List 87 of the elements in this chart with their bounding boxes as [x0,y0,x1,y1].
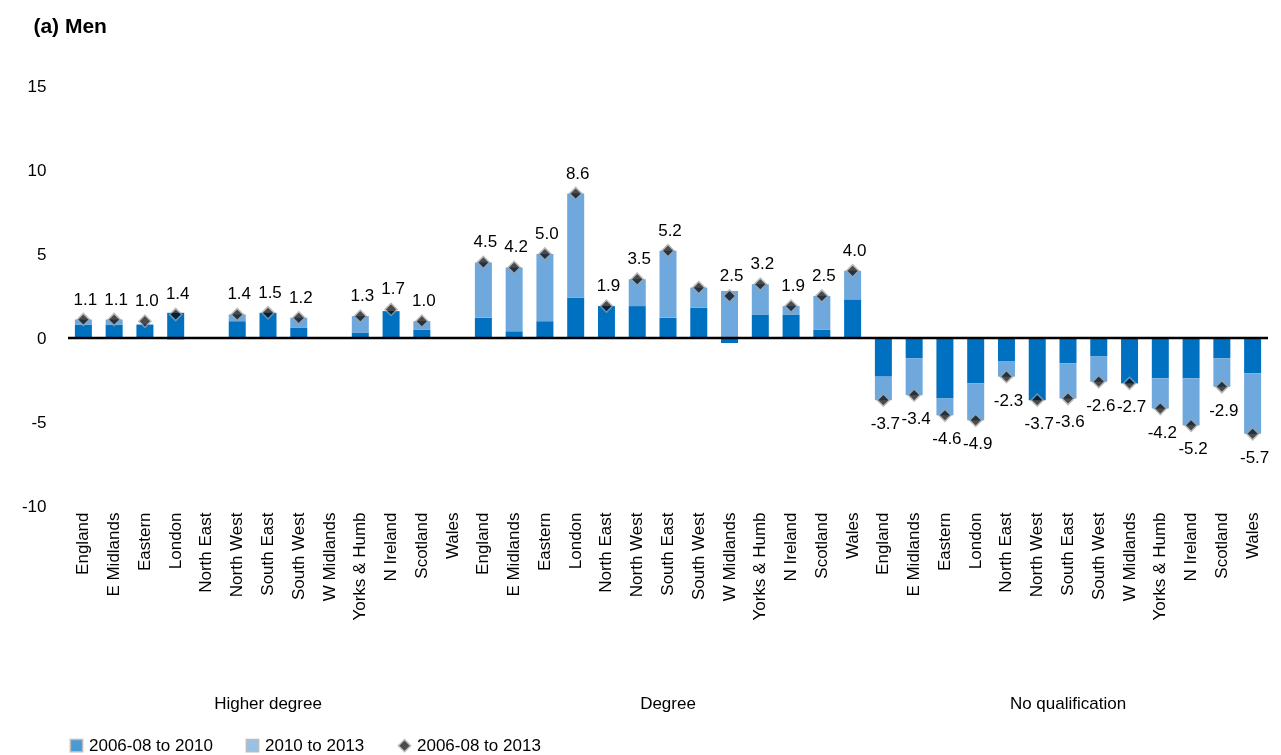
y-tick-label: -10 [21,496,47,516]
x-tick-label: Wales [1242,512,1262,560]
data-label: -3.7 [870,414,901,434]
x-tick-label: E Midlands [504,512,524,597]
x-tick-label: Yorks & Humb [1150,512,1170,621]
data-label: 5.2 [658,220,682,240]
x-tick-label: South West [688,512,708,601]
x-tick-label: London [165,512,185,570]
data-label: 1.3 [350,286,375,306]
data-label: -3.7 [1024,414,1054,434]
data-label: 1.1 [73,289,98,309]
data-label: 1.4 [227,284,252,304]
x-tick-label: North West [1027,512,1047,598]
x-tick-label: E Midlands [104,512,124,597]
data-label: 5.0 [535,224,559,243]
x-tick-label: South East [258,512,277,596]
data-label: 2.5 [719,266,744,285]
data-label: 1.9 [781,276,805,296]
x-tick-label: N Ireland [381,512,401,582]
y-tick-label: 15 [27,76,47,96]
data-label: 1.7 [381,279,405,299]
y-tick-label: 10 [27,160,47,180]
data-label: -3.6 [1055,412,1085,432]
data-label: 8.6 [565,163,590,183]
text: Higher degree [214,694,322,713]
data-label: 1.9 [596,276,621,296]
data-label: -4.2 [1147,422,1177,442]
y-tick-label: 5 [37,244,47,264]
data-label: 1.5 [258,282,282,302]
y-tick-label: 0 [37,328,47,348]
x-tick-label: Wales [442,512,462,560]
data-label: 1.1 [104,289,128,309]
x-tick-label: N Ireland [781,512,801,582]
x-tick-label: E Midlands [904,512,924,597]
x-tick-label: W Midlands [719,512,739,602]
x-tick-label: South West [288,512,308,601]
data-label: 3.2 [750,254,775,274]
x-tick-label: England [73,512,93,575]
data-label: -2.6 [1086,395,1116,415]
data-label: -5.7 [1239,447,1270,467]
x-tick-label: Eastern [934,512,954,572]
x-tick-label: W Midlands [1119,512,1139,602]
data-label: -4.9 [963,434,993,454]
data-label: -3.4 [901,409,931,429]
chart-title: (a) Men [33,14,107,37]
x-tick-label: N Ireland [1181,512,1201,582]
legend-label: 2006-08 to 2010 [89,735,213,755]
x-tick-label: Scotland [811,512,831,579]
text: Degree [640,694,696,713]
x-tick-label: South East [1058,512,1077,596]
data-label: 1.2 [288,287,313,307]
x-tick-label: London [565,512,585,570]
x-tick-label: Scotland [1211,512,1231,579]
x-tick-label: London [965,512,985,570]
x-tick-label: North West [227,512,247,598]
x-tick-label: North East [996,512,1016,593]
data-label: 1.4 [165,284,190,304]
data-label: -2.7 [1116,397,1147,417]
data-label: 4.5 [473,232,498,252]
x-tick-label: Yorks & Humb [350,512,370,621]
x-tick-label: South West [1088,512,1108,601]
x-tick-label: North West [627,512,647,598]
data-label: -5.2 [1178,439,1208,459]
data-label: 1.0 [412,291,436,311]
data-label: 1.0 [135,291,159,311]
x-tick-label: North East [196,512,216,593]
x-tick-label: Scotland [411,512,431,579]
x-tick-label: England [473,512,493,575]
data-label: 3.5 [627,249,652,269]
x-tick-label: W Midlands [319,512,339,602]
y-tick-label: -5 [31,412,47,432]
x-tick-label: South East [658,512,677,596]
data-label: 4.0 [842,240,867,260]
x-tick-label: Wales [842,512,862,560]
text: No qualification [1009,694,1127,713]
data-label: 2.5 [812,266,836,285]
x-tick-label: Eastern [134,512,154,572]
legend-label: 2006-08 to 2013 [417,735,541,755]
data-label: -4.6 [932,429,962,449]
legend-label: 2010 to 2013 [265,735,365,755]
data-label: -2.3 [993,390,1024,410]
x-tick-label: England [873,512,893,575]
x-tick-label: Yorks & Humb [750,512,770,621]
data-label: -2.9 [1209,400,1239,420]
x-tick-label: Eastern [534,512,554,572]
x-tick-label: North East [596,512,616,593]
data-label: 4.2 [504,237,528,257]
